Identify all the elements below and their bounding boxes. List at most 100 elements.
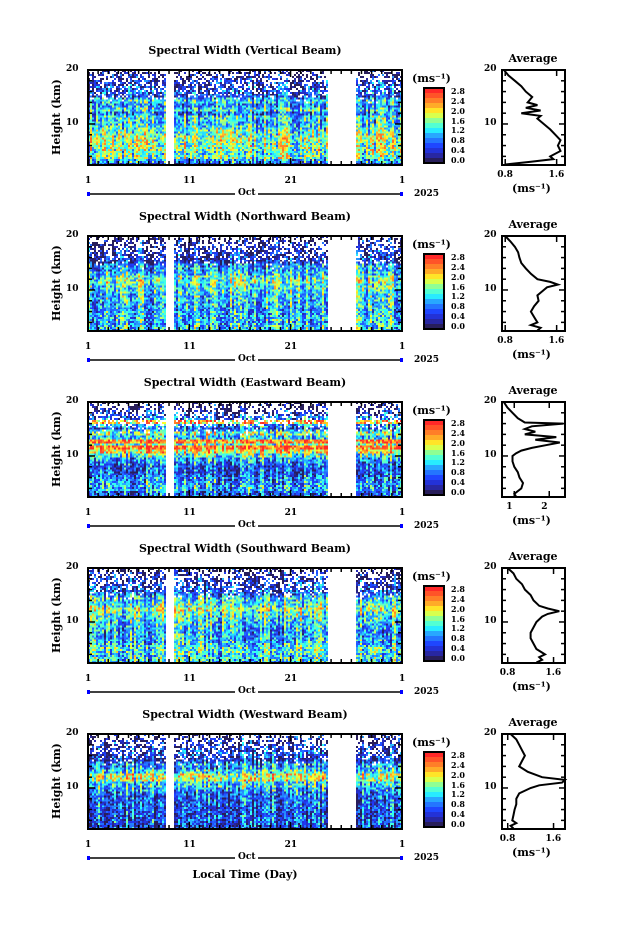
- colorbar-swatch: [424, 289, 444, 295]
- colorbar-swatch: [424, 324, 444, 330]
- month-span-start: [87, 856, 90, 860]
- colorbar-swatch: [424, 259, 444, 265]
- plot-frame: [87, 235, 403, 332]
- year-label: 2025: [414, 521, 440, 531]
- profile-x-tick-label: 2: [541, 502, 548, 512]
- colorbar-swatch: [424, 591, 444, 597]
- profile-axes: [501, 567, 566, 664]
- colorbar-swatch: [424, 782, 444, 788]
- y-axis-label: Height (km): [50, 79, 63, 155]
- colorbar-swatch: [424, 641, 444, 647]
- profile-title: Average: [508, 716, 558, 729]
- month-label: Oct: [235, 852, 259, 862]
- profile-line: [508, 733, 568, 830]
- colorbar-swatch: [424, 118, 444, 124]
- y-tick-label: 10: [66, 615, 79, 626]
- profile-frame: [501, 401, 566, 498]
- month-span-end: [400, 856, 403, 860]
- colorbar-swatch: [424, 606, 444, 612]
- y-axis-label: Height (km): [50, 245, 63, 321]
- colorbar-tick-label: 0.8: [451, 135, 465, 146]
- colorbar: [423, 87, 445, 164]
- colorbar-tick-label: 2.4: [451, 759, 465, 770]
- colorbar-swatch: [424, 475, 444, 481]
- year-label: 2025: [414, 853, 440, 863]
- colorbar-tick-label: 1.6: [451, 115, 465, 126]
- colorbar-frame: [423, 253, 445, 330]
- colorbar-swatch: [424, 254, 444, 260]
- colorbar-swatch: [424, 656, 444, 662]
- colorbar-swatch: [424, 138, 444, 144]
- colorbar-swatch: [424, 435, 444, 441]
- colorbar-swatch: [424, 113, 444, 119]
- colorbar-tick-label: 1.6: [451, 281, 465, 292]
- colorbar-swatch: [424, 470, 444, 476]
- profile-axes: [501, 401, 566, 498]
- x-tick-label: 11: [183, 674, 196, 684]
- colorbar-tick-label: 0.4: [451, 477, 465, 488]
- panel-title: Spectral Width (Eastward Beam): [143, 376, 347, 389]
- colorbar-swatch: [424, 807, 444, 813]
- colorbar: [423, 253, 445, 330]
- colorbar-swatch: [424, 485, 444, 491]
- colorbar-swatch: [424, 621, 444, 627]
- colorbar-swatch: [424, 480, 444, 486]
- colorbar-tick-label: 0.0: [451, 487, 465, 497]
- x-tick-label: 1: [399, 508, 406, 518]
- colorbar-swatch: [424, 817, 444, 823]
- x-tick-label: 1: [85, 342, 92, 352]
- colorbar-tick-label: 2.0: [451, 603, 465, 614]
- colorbar-tick-label: 2.4: [451, 593, 465, 604]
- colorbar-swatch: [424, 455, 444, 461]
- colorbar-swatch: [424, 445, 444, 451]
- colorbar-frame: [423, 419, 445, 496]
- panel-title: Spectral Width (Southward Beam): [138, 542, 352, 555]
- x-tick-label: 21: [284, 508, 298, 518]
- colorbar-swatch: [424, 465, 444, 471]
- colorbar-tick-label: 0.4: [451, 643, 465, 654]
- month-label: Oct: [235, 354, 259, 364]
- profile-x-tick-label: 1.6: [548, 170, 565, 180]
- y-axis-label: Height (km): [50, 743, 63, 819]
- profile-y-tick-label: 20: [484, 64, 497, 74]
- colorbar-swatch: [424, 651, 444, 657]
- colorbar-swatch: [424, 148, 444, 154]
- colorbar-swatch: [424, 440, 444, 446]
- colorbar-swatch: [424, 269, 444, 275]
- colorbar: [423, 585, 445, 662]
- colorbar-swatch: [424, 631, 444, 637]
- profile-y-tick-label: 10: [484, 117, 497, 128]
- colorbar-frame: [423, 87, 445, 164]
- profile-x-tick-label: 0.8: [499, 668, 516, 678]
- colorbar-tick-label: 2.4: [451, 95, 465, 106]
- colorbar-tick-label: 2.4: [451, 261, 465, 272]
- colorbar-tick-label: 0.8: [451, 301, 465, 312]
- x-tick-label: 21: [284, 840, 298, 850]
- month-label: Oct: [235, 686, 259, 696]
- colorbar-swatch: [424, 420, 444, 426]
- colorbar-swatch: [424, 319, 444, 325]
- colorbar-swatch: [424, 777, 444, 783]
- heatmap: [88, 568, 402, 663]
- colorbar-swatch: [424, 430, 444, 436]
- colorbar-tick-label: 1.6: [451, 779, 465, 790]
- profile-axes: [501, 733, 568, 830]
- heatmap: [88, 236, 402, 331]
- colorbar: [423, 751, 445, 828]
- colorbar-tick-label: 2.8: [451, 252, 465, 262]
- y-tick-label: 20: [66, 728, 79, 738]
- profile-title: Average: [508, 384, 558, 397]
- colorbar-swatch: [424, 792, 444, 798]
- colorbar-swatch: [424, 143, 444, 149]
- colorbar-swatch: [424, 299, 444, 305]
- colorbar-swatch: [424, 772, 444, 778]
- x-tick-label: 11: [183, 508, 196, 518]
- colorbar-label: (ms⁻¹): [412, 404, 451, 417]
- colorbar-tick-label: 1.2: [451, 291, 465, 302]
- colorbar-swatch: [424, 309, 444, 315]
- month-span-start: [87, 524, 90, 528]
- colorbar-tick-label: 0.8: [451, 633, 465, 644]
- plot-frame: [87, 401, 403, 498]
- month-label: Oct: [235, 188, 259, 198]
- colorbar-swatch: [424, 616, 444, 622]
